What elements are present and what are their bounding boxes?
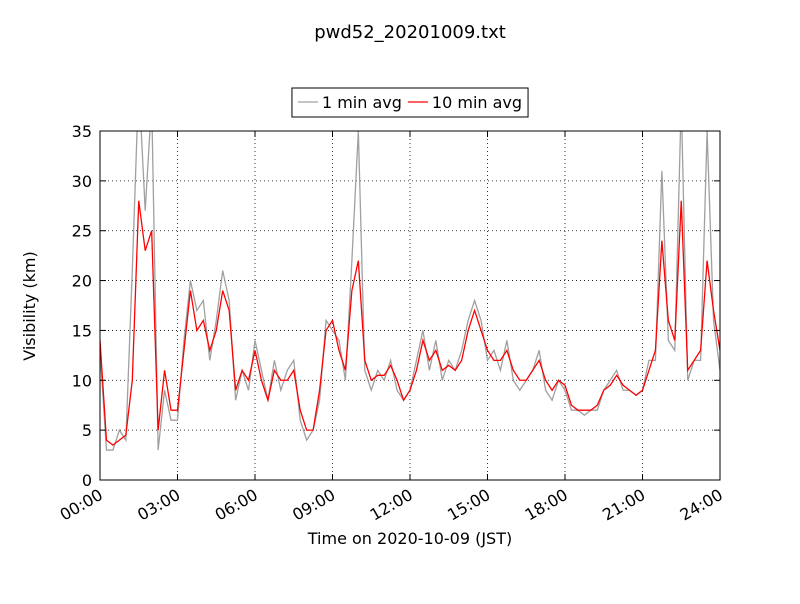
legend: 1 min avg 10 min avg	[291, 87, 529, 118]
x-tick-label: 06:00	[212, 485, 261, 525]
x-tick-label: 00:00	[57, 485, 106, 525]
y-tick-label: 10	[72, 371, 92, 390]
x-tick-label: 15:00	[444, 485, 493, 525]
y-tick-label: 5	[82, 421, 92, 440]
legend-label: 10 min avg	[432, 93, 522, 112]
x-tick-label: 09:00	[289, 485, 338, 525]
y-tick-label: 35	[72, 122, 92, 141]
y-axis-label: Visibility (km)	[20, 251, 39, 360]
chart-title: pwd52_20201009.txt	[314, 22, 506, 43]
y-tick-label: 30	[72, 172, 92, 191]
x-axis-label: Time on 2020-10-09 (JST)	[307, 529, 512, 548]
legend-label: 1 min avg	[322, 93, 402, 112]
y-tick-label: 0	[82, 471, 92, 490]
x-tick-label: 18:00	[522, 485, 571, 525]
y-tick-label: 15	[72, 321, 92, 340]
x-tick-label: 24:00	[677, 485, 726, 525]
x-tick-label: 03:00	[134, 485, 183, 525]
series-line	[100, 200, 720, 446]
plot	[100, 131, 720, 451]
y-tick-label: 25	[72, 222, 92, 241]
y-tick-label: 20	[72, 272, 92, 291]
legend-box	[291, 87, 529, 118]
x-tick-label: 21:00	[599, 485, 648, 525]
x-tick-label: 12:00	[367, 485, 416, 525]
